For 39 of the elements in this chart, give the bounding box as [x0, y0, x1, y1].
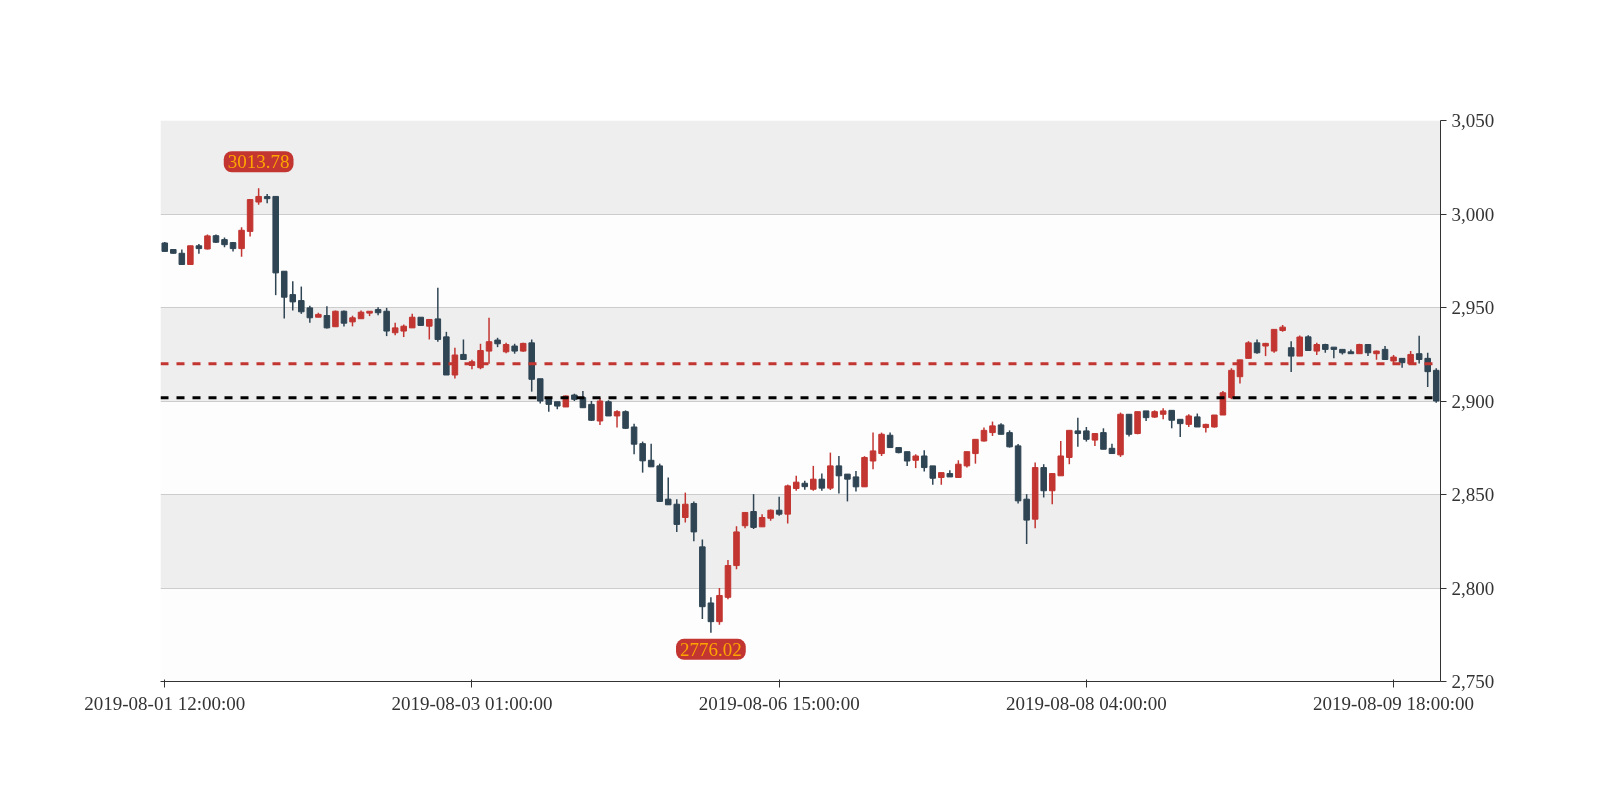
- candlestick: [1176, 418, 1184, 438]
- candlestick: [1125, 413, 1133, 438]
- y-tick-label: 2,750: [1451, 671, 1495, 692]
- candlestick: [750, 493, 757, 530]
- candlestick: [972, 438, 979, 465]
- candlestick: [835, 455, 843, 495]
- candlestick: [827, 451, 834, 491]
- candlestick: [596, 396, 604, 426]
- y-tick-label: 3,000: [1451, 203, 1495, 225]
- x-tick-label: 2019-08-01 12:00:00: [84, 692, 246, 714]
- candlestick: [238, 226, 245, 258]
- candlestick: [775, 495, 783, 517]
- y-tick-label: 3,050: [1451, 110, 1495, 131]
- candlestick: [323, 305, 331, 330]
- annotation: 3013.78: [227, 151, 290, 173]
- y-tick-label: 2,900: [1451, 390, 1495, 412]
- candlestick: [460, 338, 467, 361]
- candlestick: [1074, 416, 1082, 448]
- x-tick-label: 2019-08-09 18:00:00: [1313, 692, 1475, 714]
- candlestick: [682, 491, 689, 524]
- candlestick: [1287, 340, 1295, 373]
- candlestick: [878, 431, 885, 457]
- candlestick: [1100, 427, 1107, 450]
- annotation: 2776.02: [680, 638, 742, 660]
- x-tick-label: 2019-08-06 15:00:00: [698, 692, 860, 714]
- candlestick: [869, 431, 877, 471]
- candlestick: [426, 318, 433, 341]
- candlestick: [434, 287, 442, 343]
- candlestick: [187, 245, 194, 266]
- candlestick: [810, 465, 817, 492]
- y-tick-label: 2,850: [1451, 484, 1495, 505]
- candlestick: [613, 409, 621, 429]
- x-tick-label: 2019-08-08 04:00:00: [1005, 692, 1167, 714]
- x-tick-label: 2019-08-03 01:00:00: [391, 692, 553, 714]
- candlestick: [852, 470, 860, 493]
- y-tick-label: 2,950: [1451, 297, 1495, 318]
- candlestick: [844, 473, 851, 503]
- candlestick: [1040, 463, 1047, 499]
- y-tick-label: 2,800: [1451, 577, 1495, 599]
